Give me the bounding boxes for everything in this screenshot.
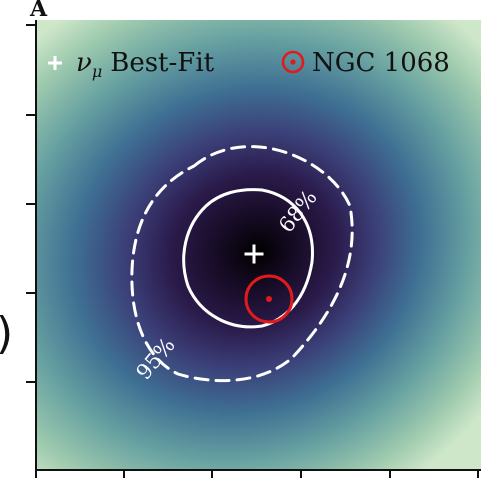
legend-best-fit-text: Best-Fit xyxy=(110,48,214,78)
y-axis-label-fragment: ) xyxy=(0,308,13,359)
source-circle xyxy=(244,274,294,324)
contour-95 xyxy=(130,145,354,383)
legend-plus-icon xyxy=(48,56,62,70)
source-dot xyxy=(266,296,272,302)
legend-nu-symbol: ν xyxy=(76,48,92,78)
legend-circle-dot-icon xyxy=(281,50,305,74)
legend: νμ Best-Fit NGC 1068 xyxy=(48,48,450,81)
contour-68 xyxy=(182,188,314,329)
legend-circle-dot-center xyxy=(290,59,296,65)
legend-label-ngc1068: NGC 1068 xyxy=(312,48,450,78)
heatmap-background xyxy=(36,20,481,470)
plot-area: 68% 95% νμ Best-Fit NGC 1068 xyxy=(26,20,481,478)
legend-mu-subscript: μ xyxy=(92,62,102,81)
best-fit-marker xyxy=(244,244,264,264)
legend-label-best-fit: νμ Best-Fit xyxy=(76,48,215,81)
legend-entry-best-fit: νμ Best-Fit xyxy=(48,48,215,81)
y-ticks xyxy=(26,24,36,383)
panel-letter: A xyxy=(29,0,48,22)
x-ticks xyxy=(35,470,479,478)
legend-entry-ngc1068: NGC 1068 xyxy=(281,48,450,78)
